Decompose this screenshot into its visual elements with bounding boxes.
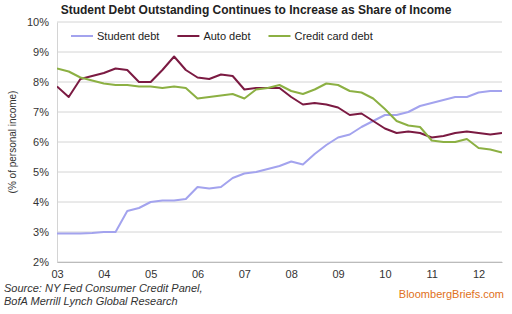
y-tick-label: 6%: [33, 136, 49, 148]
x-tick-label: 08: [286, 268, 298, 280]
x-tick: 10: [379, 262, 391, 280]
x-tick: 05: [145, 262, 157, 280]
grid-line: [57, 82, 502, 83]
legend-swatch: [71, 35, 93, 37]
x-tick: 03: [51, 262, 63, 280]
x-tick: 07: [239, 262, 251, 280]
x-tick-label: 05: [145, 268, 157, 280]
x-tick: 12: [473, 262, 485, 280]
legend-swatch: [268, 35, 290, 37]
y-tick-label: 3%: [33, 226, 49, 238]
series-line: [57, 57, 502, 138]
y-tick-label: 4%: [33, 196, 49, 208]
plot-area: [57, 57, 502, 234]
x-tick-label: 09: [332, 268, 344, 280]
y-tick: 2%: [33, 256, 57, 268]
x-tick: 09: [332, 262, 344, 280]
annotation: BloombergBriefs.com: [399, 288, 504, 300]
y-tick-label: 10%: [27, 16, 49, 28]
y-tick: 10%: [27, 16, 57, 28]
grid-line: [57, 52, 502, 53]
x-tick-label: 07: [239, 268, 251, 280]
x-tick-label: 12: [473, 268, 485, 280]
grid-line: [57, 202, 502, 203]
y-tick-label: 8%: [33, 76, 49, 88]
x-tick-label: 10: [379, 268, 391, 280]
legend-label: Student debt: [97, 30, 159, 42]
grid-line: [57, 112, 502, 113]
y-tick-label: 9%: [33, 46, 49, 58]
y-tick-label: 7%: [33, 106, 49, 118]
y-tick: 4%: [33, 196, 57, 208]
y-tick: 6%: [33, 136, 57, 148]
grid-line: [57, 262, 502, 263]
x-tick: 06: [192, 262, 204, 280]
legend: Student debt Auto debt Credit card debt: [71, 30, 373, 42]
source-note: BofA Merrill Lynch Global Research: [4, 295, 178, 307]
y-axis: 2% 3% 4% 5% 6% 7% 8% 9% 10%: [27, 16, 58, 268]
x-tick: 08: [286, 262, 298, 280]
series-line: [57, 91, 502, 234]
legend-label: Credit card debt: [294, 30, 372, 42]
title: Student Debt Outstanding Continues to In…: [61, 3, 452, 17]
x-axis: 03 04 05 06 07 08 09 10 11 12: [51, 262, 502, 280]
x-tick-label: 04: [98, 268, 110, 280]
chart: Student Debt Outstanding Continues to In…: [0, 0, 512, 314]
y-tick: 3%: [33, 226, 57, 238]
x-tick-label: 11: [427, 268, 438, 280]
source-note: Source: NY Fed Consumer Credit Panel,: [4, 282, 203, 294]
grid: [57, 22, 502, 262]
grid-line: [57, 232, 502, 233]
x-tick: 11: [427, 262, 438, 280]
legend-item: Auto debt: [177, 30, 250, 42]
series-line: [57, 69, 502, 153]
y-tick: 8%: [33, 76, 57, 88]
y-tick: 5%: [33, 166, 57, 178]
y-axis-title: (% of personal income): [7, 91, 18, 194]
y-tick-label: 5%: [33, 166, 49, 178]
legend-swatch: [177, 35, 199, 37]
x-tick-label: 06: [192, 268, 204, 280]
grid-line: [57, 172, 502, 173]
legend-item: Student debt: [71, 30, 159, 42]
x-axis-line: [58, 262, 503, 263]
grid-line: [57, 22, 502, 23]
x-tick-label: 03: [51, 268, 63, 280]
y-axis-line: [57, 23, 58, 263]
y-tick: 9%: [33, 46, 57, 58]
legend-label: Auto debt: [203, 30, 250, 42]
y-tick-label: 2%: [33, 256, 49, 268]
y-tick: 7%: [33, 106, 57, 118]
legend-item: Credit card debt: [268, 30, 372, 42]
x-tick: 04: [98, 262, 110, 280]
